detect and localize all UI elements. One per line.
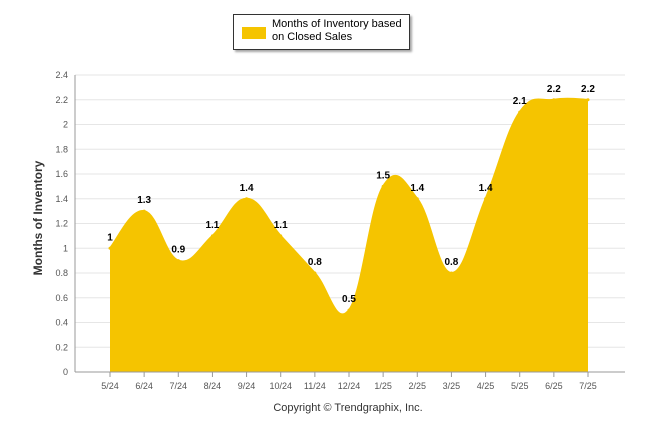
data-point bbox=[518, 110, 522, 114]
data-point bbox=[142, 209, 146, 213]
legend-swatch bbox=[242, 27, 266, 39]
y-tick-label: 0.2 bbox=[55, 342, 68, 352]
y-tick-label: 0.8 bbox=[55, 268, 68, 278]
x-tick-label: 5/25 bbox=[511, 381, 529, 391]
y-tick-label: 0.6 bbox=[55, 293, 68, 303]
copyright-text: Copyright © Trendgraphix, Inc. bbox=[273, 402, 423, 414]
data-label: 1.4 bbox=[479, 183, 493, 194]
y-tick-label: 2.2 bbox=[55, 95, 68, 105]
data-label: 0.5 bbox=[342, 294, 356, 305]
data-label: 1 bbox=[107, 232, 113, 243]
x-tick-label: 12/24 bbox=[338, 381, 361, 391]
data-point bbox=[347, 308, 351, 312]
x-tick-label: 8/24 bbox=[204, 381, 222, 391]
data-label: 0.8 bbox=[444, 257, 458, 268]
x-tick-label: 6/24 bbox=[135, 381, 153, 391]
data-label: 1.3 bbox=[137, 195, 151, 206]
y-tick-label: 1.2 bbox=[55, 219, 68, 229]
data-label: 2.1 bbox=[513, 96, 527, 107]
data-label: 1.5 bbox=[376, 170, 390, 181]
data-label: 1.4 bbox=[240, 183, 254, 194]
data-point bbox=[586, 98, 590, 102]
y-tick-label: 0.4 bbox=[55, 318, 68, 328]
y-tick-label: 2 bbox=[63, 120, 68, 130]
data-point bbox=[245, 197, 249, 201]
x-tick-label: 9/24 bbox=[238, 381, 256, 391]
y-tick-label: 2.4 bbox=[55, 70, 68, 80]
data-point bbox=[381, 184, 385, 188]
x-tick-label: 5/24 bbox=[101, 381, 119, 391]
data-label: 1.1 bbox=[205, 220, 219, 231]
x-tick-label: 11/24 bbox=[304, 381, 326, 391]
data-point bbox=[313, 271, 317, 275]
legend: Months of Inventory based on Closed Sale… bbox=[233, 14, 410, 50]
x-tick-label: 2/25 bbox=[409, 381, 427, 391]
y-tick-label: 1.4 bbox=[55, 194, 68, 204]
data-label: 1.4 bbox=[410, 183, 424, 194]
data-label: 0.8 bbox=[308, 257, 322, 268]
data-label: 1.1 bbox=[274, 220, 288, 231]
data-point bbox=[415, 197, 419, 201]
series-area bbox=[110, 98, 588, 373]
legend-label: Months of Inventory based on Closed Sale… bbox=[272, 18, 402, 43]
y-axis-title: Months of Inventory bbox=[31, 160, 45, 276]
data-point bbox=[108, 246, 112, 250]
y-tick-label: 0 bbox=[63, 367, 68, 377]
data-point bbox=[176, 259, 180, 263]
data-point bbox=[484, 197, 488, 201]
data-point bbox=[279, 234, 283, 238]
x-tick-label: 7/24 bbox=[170, 381, 188, 391]
y-tick-label: 1.6 bbox=[55, 169, 68, 179]
x-tick-label: 10/24 bbox=[269, 381, 292, 391]
data-label: 0.9 bbox=[171, 245, 185, 256]
x-tick-label: 1/25 bbox=[374, 381, 392, 391]
x-tick-label: 4/25 bbox=[477, 381, 495, 391]
data-label: 2.2 bbox=[581, 84, 595, 95]
y-tick-label: 1 bbox=[63, 243, 68, 253]
x-tick-label: 7/25 bbox=[579, 381, 597, 391]
data-point bbox=[210, 234, 214, 238]
data-point bbox=[449, 271, 453, 275]
x-tick-label: 6/25 bbox=[545, 381, 563, 391]
series-line bbox=[109, 97, 589, 316]
data-point bbox=[552, 98, 556, 102]
y-tick-label: 1.8 bbox=[55, 144, 68, 154]
data-label: 2.2 bbox=[547, 84, 561, 95]
x-tick-label: 3/25 bbox=[443, 381, 461, 391]
